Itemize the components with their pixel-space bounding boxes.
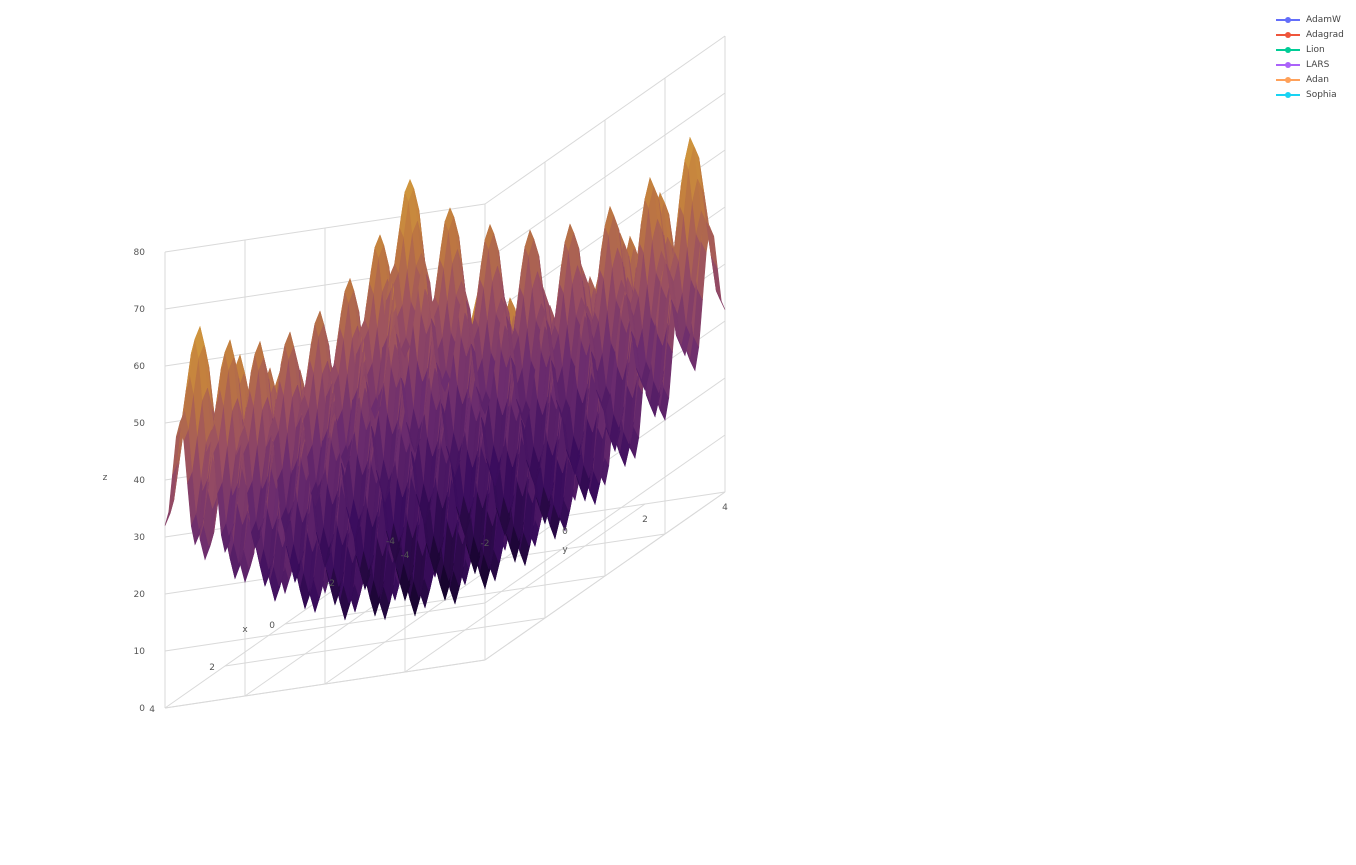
legend-marker-icon <box>1285 46 1291 53</box>
legend-label: Sophia <box>1306 89 1337 100</box>
z-axis-title: z <box>103 473 108 483</box>
legend-marker-icon <box>1285 16 1291 23</box>
legend-item-lars[interactable]: LARS <box>1276 57 1354 72</box>
legend-item-sophia[interactable]: Sophia <box>1276 87 1354 102</box>
y-tick-label: 4 <box>722 503 728 513</box>
legend-swatch-icon <box>1276 91 1300 98</box>
x-tick-label: 4 <box>149 705 155 715</box>
x-axis-title: x <box>242 625 248 635</box>
z-tick-label: 60 <box>134 362 146 372</box>
z-tick-label: 70 <box>134 305 146 315</box>
z-tick-label: 80 <box>134 248 146 258</box>
legend-marker-icon <box>1285 61 1291 68</box>
x-tick-label: 2 <box>209 663 215 673</box>
x-tick-label: -4 <box>386 537 395 547</box>
z-tick-label: 50 <box>134 419 146 429</box>
z-tick-label: 30 <box>134 533 146 543</box>
y-tick-label: -4 <box>401 551 410 561</box>
legend-item-adagrad[interactable]: Adagrad <box>1276 27 1354 42</box>
legend-item-adamw[interactable]: AdamW <box>1276 12 1354 27</box>
z-tick-label: 40 <box>134 476 146 486</box>
y-tick-label: 2 <box>642 515 648 525</box>
z-tick-label: 0 <box>139 704 145 714</box>
legend-swatch-icon <box>1276 46 1300 53</box>
legend-label: Adan <box>1306 74 1329 85</box>
legend-swatch-icon <box>1276 31 1300 38</box>
y-tick-label: 0 <box>562 527 568 537</box>
y-tick-label: -2 <box>481 539 490 549</box>
x-tick-label: 0 <box>269 621 275 631</box>
legend-marker-icon <box>1285 76 1291 83</box>
legend-label: Adagrad <box>1306 29 1344 40</box>
legend-label: LARS <box>1306 59 1330 70</box>
z-tick-label: 10 <box>134 647 146 657</box>
legend: AdamW Adagrad Lion LARS Adan Sophia <box>1276 12 1354 102</box>
legend-item-adan[interactable]: Adan <box>1276 72 1354 87</box>
legend-swatch-icon <box>1276 16 1300 23</box>
y-axis-title: y <box>562 545 568 555</box>
legend-swatch-icon <box>1276 61 1300 68</box>
legend-label: AdamW <box>1306 14 1341 25</box>
legend-swatch-icon <box>1276 76 1300 83</box>
legend-label: Lion <box>1306 44 1325 55</box>
legend-item-lion[interactable]: Lion <box>1276 42 1354 57</box>
surface-mesh[interactable] <box>164 136 726 621</box>
x-tick-label: -2 <box>326 579 335 589</box>
z-tick-label: 20 <box>134 590 146 600</box>
legend-marker-icon <box>1285 31 1291 38</box>
legend-marker-icon <box>1285 91 1291 98</box>
